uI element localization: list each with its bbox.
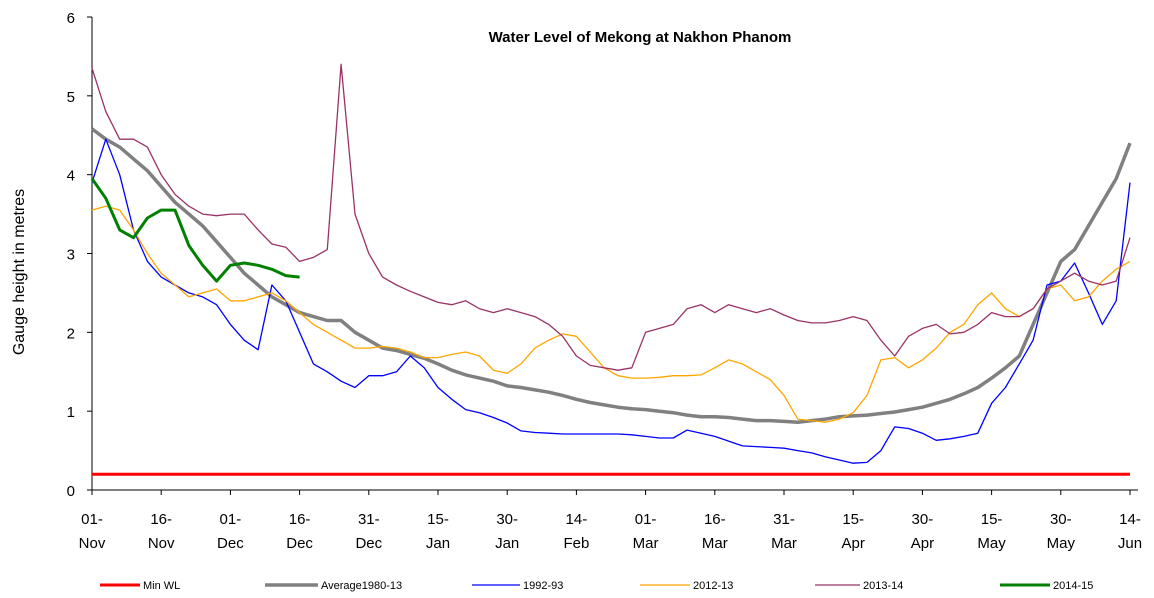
y-tick-label: 2 — [67, 325, 75, 342]
x-tick-label: 14-Jun — [1118, 511, 1142, 552]
x-tick-label: 15-Apr — [842, 511, 865, 552]
x-tick-label: 15-May — [977, 511, 1006, 552]
x-tick-label: 01-Nov — [79, 511, 106, 552]
x-tick-label: 31-Mar — [771, 511, 797, 552]
legend-label: Min WL — [143, 580, 180, 592]
series-line — [90, 177, 300, 283]
y-axis-label: Gauge height in metres — [11, 189, 28, 355]
x-tick-label: 30-May — [1047, 511, 1076, 552]
legend-label: Average1980-13 — [321, 580, 402, 592]
y-tick-label: 5 — [67, 89, 75, 106]
series-line — [91, 205, 1131, 423]
x-tick-label: 16-Mar — [702, 511, 728, 552]
x-tick-label: 30-Jan — [495, 511, 519, 552]
legend-label: 2013-14 — [863, 580, 903, 592]
legend-label: 1992-93 — [523, 580, 563, 592]
x-tick-label: 16-Dec — [286, 511, 313, 552]
chart-title: Water Level of Mekong at Nakhon Phanom — [489, 29, 792, 46]
x-tick-label: 30-Apr — [911, 511, 934, 552]
y-tick-label: 1 — [67, 404, 75, 421]
series-line — [90, 127, 1132, 424]
x-tick-label: 16-Nov — [148, 511, 175, 552]
x-tick-label: 14-Feb — [563, 511, 589, 552]
y-tick-label: 4 — [67, 168, 75, 185]
series-line — [91, 138, 1131, 464]
y-tick-label: 0 — [67, 483, 75, 500]
y-tick-label: 3 — [67, 247, 75, 264]
legend-label: 2014-15 — [1053, 580, 1093, 592]
x-tick-label: 01-Mar — [633, 511, 659, 552]
x-tick-label: 15-Jan — [426, 511, 450, 552]
legend-label: 2012-13 — [693, 580, 733, 592]
series-line — [91, 63, 1131, 371]
x-tick-label: 01-Dec — [217, 511, 244, 552]
y-tick-label: 6 — [67, 10, 75, 27]
x-tick-label: 31-Dec — [355, 511, 382, 552]
